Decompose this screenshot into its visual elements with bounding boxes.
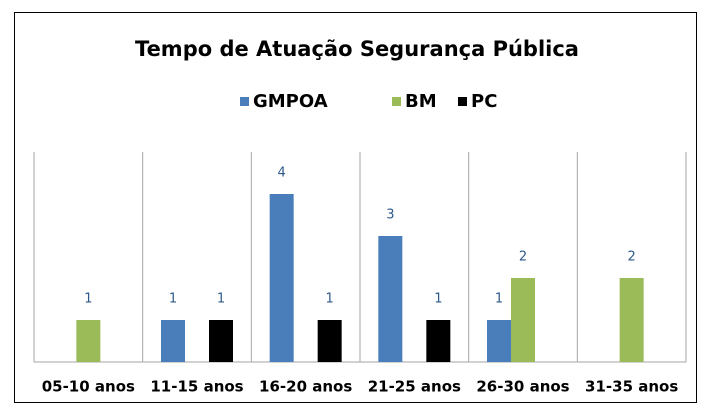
data-label: 1 [434,292,442,307]
bar [511,278,535,362]
bar [76,320,101,362]
data-label: 3 [386,208,394,223]
x-tick-label: 21-25 anos [368,378,461,396]
chart-border [14,12,697,403]
chart-title: Tempo de Atuação Segurança Pública [135,37,579,61]
bar [161,320,185,362]
data-label: 1 [169,292,177,307]
data-label: 1 [84,292,92,307]
data-label: 1 [326,292,334,307]
x-tick-label: 05-10 anos [42,378,135,396]
legend-swatch [392,97,401,106]
bar [378,236,403,362]
x-tick-label: 16-20 anos [259,378,352,396]
data-label: 1 [217,292,225,307]
legend-label: GMPOA [253,91,328,112]
bar [619,278,644,362]
bar [426,320,451,362]
legend-swatch [240,97,249,106]
data-label: 2 [519,250,527,265]
legend-label: PC [471,91,497,112]
data-label: 2 [628,250,636,265]
data-label: 1 [495,292,503,307]
bar [317,320,342,362]
bar [487,320,511,362]
x-tick-label: 26-30 anos [476,378,569,396]
legend-swatch [458,97,467,106]
x-tick-label: 11-15 anos [150,378,243,396]
data-label: 4 [278,166,286,181]
bar [209,320,233,362]
x-tick-label: 31-35 anos [585,378,678,396]
bar [269,194,294,362]
legend-label: BM [405,91,437,112]
